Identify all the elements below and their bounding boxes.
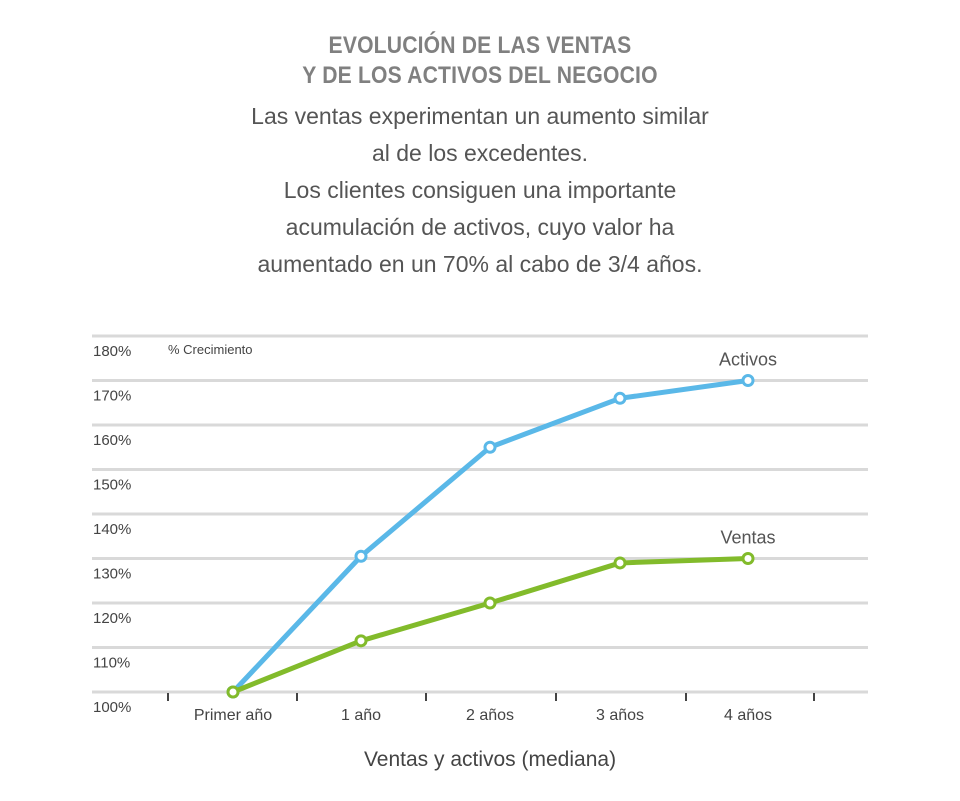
data-point-ventas bbox=[483, 596, 497, 610]
subtitle-line-5: aumentado en un 70% al cabo de 3/4 años. bbox=[257, 251, 703, 277]
subtitle-line-1: Las ventas experimentan un aumento simil… bbox=[251, 103, 709, 129]
subtitle-line-3: Los clientes consiguen una importante bbox=[283, 177, 677, 203]
y-tick-label: 100% bbox=[93, 699, 131, 716]
series-label-ventas: Ventas bbox=[720, 528, 775, 548]
y-tick-label: 110% bbox=[93, 655, 130, 672]
x-tick-label: 1 año bbox=[341, 707, 381, 724]
grid-lines bbox=[92, 334, 868, 694]
data-point-activos bbox=[483, 440, 497, 454]
data-point-ventas bbox=[226, 685, 240, 699]
y-tick-label: 120% bbox=[93, 610, 131, 627]
y-tick-label: 160% bbox=[93, 432, 131, 449]
series-line-ventas bbox=[230, 556, 751, 695]
y-tick-label: 140% bbox=[93, 521, 131, 538]
x-tick-label: 3 años bbox=[596, 707, 644, 724]
y-tick-label: 150% bbox=[93, 477, 131, 494]
data-point-ventas bbox=[741, 552, 755, 565]
x-axis-title: Ventas y activos (mediana) bbox=[364, 748, 616, 771]
series-label-activos: Activos bbox=[719, 350, 777, 370]
data-point-activos bbox=[613, 391, 627, 405]
x-tick-label: Primer año bbox=[194, 707, 272, 724]
y-axis-ticks: 100% 110% 120% 130% 140% 150% 160% 170% 180% bbox=[93, 343, 131, 716]
data-point-ventas bbox=[613, 556, 627, 570]
subtitle-line-2: al de los excedentes. bbox=[371, 140, 589, 166]
chart-subtitle: Las ventas experimentan un aumento simil… bbox=[0, 98, 960, 283]
y-axis-unit-label: % Crecimiento bbox=[168, 342, 253, 357]
chart-title-line-2: Y DE LOS ACTIVOS DEL NEGOCIO bbox=[302, 62, 658, 89]
x-tick-label: 2 años bbox=[466, 707, 514, 724]
subtitle-line-4: acumulación de activos, cuyo valor ha bbox=[285, 214, 675, 240]
y-tick-label: 180% bbox=[93, 343, 131, 360]
chart-title-line-1: EVOLUCIÓN DE LAS VENTAS bbox=[328, 32, 632, 59]
data-point-ventas bbox=[354, 634, 368, 648]
y-tick-label: 130% bbox=[93, 566, 131, 583]
data-point-activos bbox=[741, 374, 755, 387]
data-point-activos bbox=[354, 549, 368, 563]
x-axis-ticks: Primer año 1 año 2 años 3 años 4 años bbox=[167, 693, 815, 724]
x-tick-label: 4 años bbox=[724, 707, 772, 724]
data-series: Activos Ventas bbox=[226, 350, 777, 699]
y-tick-label: 170% bbox=[93, 388, 131, 405]
series-line-activos bbox=[230, 378, 751, 695]
